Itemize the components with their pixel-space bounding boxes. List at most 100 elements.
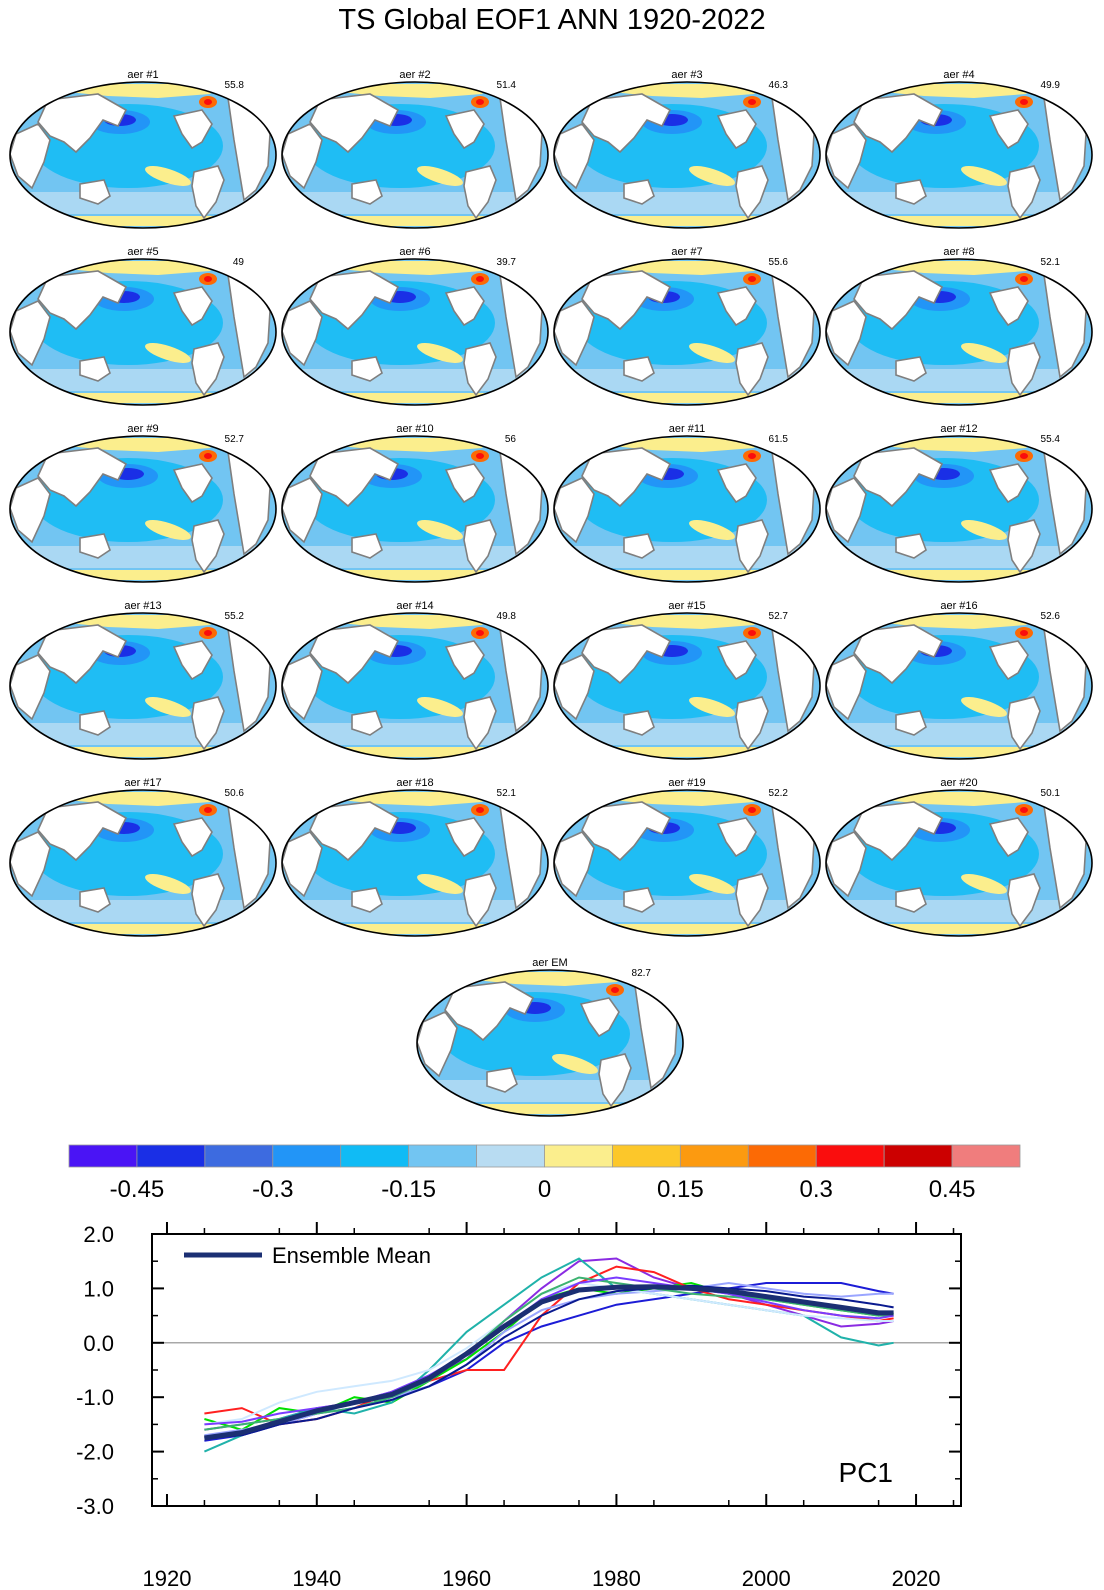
land-mass: [444, 817, 485, 858]
southern-ocean-band: [554, 900, 820, 922]
east-pacific-warm: [145, 520, 191, 540]
east-pacific-warm: [689, 697, 735, 717]
land-mass: [1007, 696, 1041, 751]
map-outline: [553, 258, 821, 406]
land-mass: [79, 533, 111, 559]
map-label: aer #20: [940, 777, 977, 789]
map-field: [826, 436, 1092, 582]
north-atlantic-max: [748, 276, 756, 282]
southern-ocean-band: [282, 546, 548, 568]
map-field: [554, 613, 820, 759]
map-variance-pct: 55.4: [1041, 434, 1061, 445]
map-variance-pct: 55.8: [225, 80, 245, 91]
land-mass: [351, 887, 383, 913]
colorbar-box: [544, 1144, 613, 1168]
land-mass: [1007, 165, 1041, 220]
land-mass: [10, 123, 51, 190]
map-variance-pct: 52.1: [1041, 257, 1061, 268]
southern-ocean-band: [826, 192, 1092, 214]
north-atlantic-max: [1020, 453, 1028, 459]
land-mass: [853, 801, 944, 862]
north-atlantic-max: [1020, 630, 1028, 636]
map-outline: [825, 612, 1093, 760]
colorbar-box: [272, 1144, 342, 1168]
land-mass: [282, 477, 323, 544]
y-tick-label: 2.0: [83, 1222, 114, 1247]
map-outline: [553, 435, 821, 583]
map-outline: [825, 258, 1093, 406]
sea-ice: [336, 84, 490, 98]
map-field: [10, 790, 276, 936]
colorbar-box: [815, 1144, 885, 1168]
east-pacific-warm: [961, 343, 1007, 363]
north-atlantic-max: [611, 987, 619, 993]
land-mass: [79, 356, 111, 382]
land-mass: [895, 710, 927, 736]
land-mass: [309, 93, 400, 154]
map-outline: [825, 81, 1093, 229]
y-tick-label: 1.0: [83, 1276, 114, 1301]
land-mass: [10, 831, 51, 898]
land-mass: [463, 696, 497, 751]
land-mass: [191, 165, 225, 220]
map-variance-pct: 55.6: [769, 257, 789, 268]
land-mass: [716, 463, 757, 504]
map-outline: [9, 435, 277, 583]
land-mass: [735, 873, 769, 928]
map-field: [826, 82, 1092, 228]
map-outline: [281, 435, 549, 583]
sea-ice: [64, 438, 218, 452]
land-mass: [554, 654, 595, 721]
land-mass: [417, 1011, 458, 1078]
east-pacific-warm: [417, 874, 463, 894]
land-mass: [351, 533, 383, 559]
map-outline: [9, 81, 277, 229]
map-panels: aer #1 55.8 aer #2 51.4 aer #3 46.3 aer #4 49.9…: [9, 69, 1093, 1117]
land-mass: [351, 710, 383, 736]
map-panel: aer #8 52.1: [825, 246, 1093, 406]
map-field: [554, 82, 820, 228]
land-mass: [10, 300, 51, 367]
east-pacific-warm: [961, 166, 1007, 186]
southern-ocean-band: [282, 192, 548, 214]
map-label: aer #5: [127, 246, 158, 258]
land-mass: [486, 1067, 518, 1093]
land-mass: [581, 93, 672, 154]
land-mass: [351, 179, 383, 205]
map-variance-pct: 52.7: [225, 434, 245, 445]
colorbar-box: [68, 1144, 138, 1168]
north-atlantic-max: [476, 807, 484, 813]
north-atlantic-max: [204, 807, 212, 813]
land-mass: [581, 270, 672, 331]
land-mass: [895, 533, 927, 559]
land-mass: [444, 463, 485, 504]
land-mass: [735, 165, 769, 220]
land-mass: [1007, 519, 1041, 574]
land-mass: [988, 640, 1029, 681]
southern-ocean-band: [554, 192, 820, 214]
land-mass: [79, 887, 111, 913]
map-field: [826, 790, 1092, 936]
land-mass: [581, 801, 672, 862]
member-series-line: [204, 1276, 894, 1431]
map-field: [826, 613, 1092, 759]
map-label: aer EM: [532, 957, 567, 969]
sea-ice: [608, 615, 762, 629]
map-outline: [825, 435, 1093, 583]
land-mass: [37, 801, 128, 862]
map-panel: aer #18 52.1: [281, 777, 549, 937]
colorbar-tick-label: 0: [538, 1176, 551, 1203]
colorbar-tick-label: -0.3: [252, 1176, 293, 1203]
map-field: [554, 259, 820, 405]
land-mass: [444, 981, 535, 1042]
east-pacific-warm: [145, 697, 191, 717]
land-mass: [623, 710, 655, 736]
east-pacific-warm: [689, 874, 735, 894]
map-panel: aer #20 50.1: [825, 777, 1093, 937]
land-mass: [554, 300, 595, 367]
member-series-line: [204, 1257, 894, 1431]
map-field: [282, 82, 548, 228]
land-mass: [191, 342, 225, 397]
colorbar-box: [883, 1144, 953, 1168]
map-label: aer #17: [124, 777, 161, 789]
